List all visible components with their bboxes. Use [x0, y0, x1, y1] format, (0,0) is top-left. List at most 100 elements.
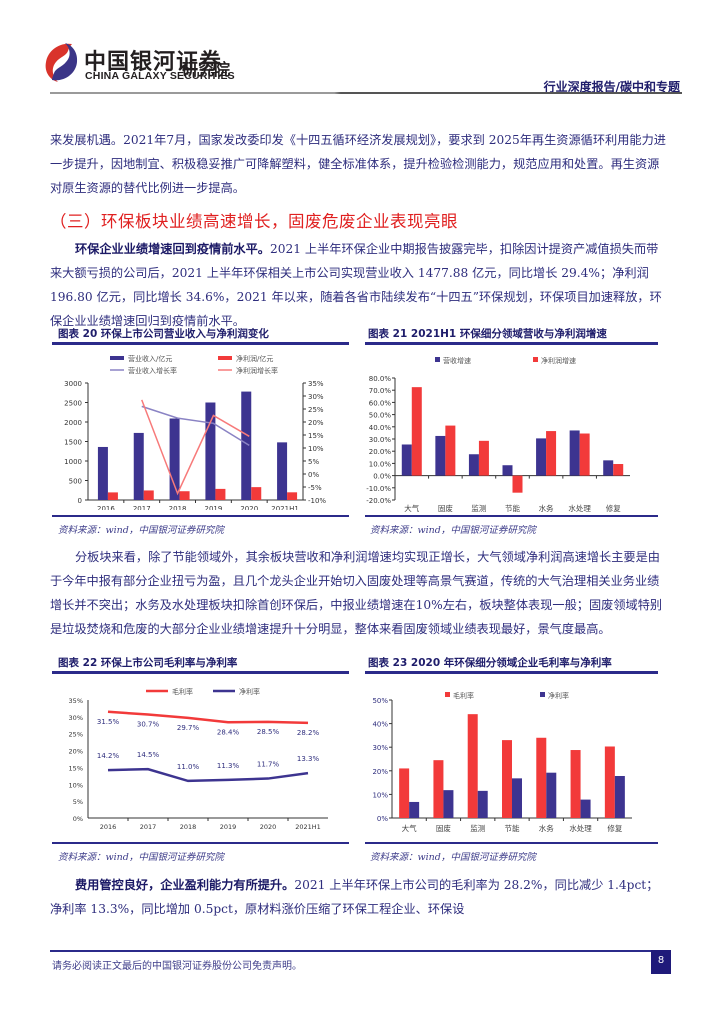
svg-text:1500: 1500 [64, 439, 82, 447]
svg-text:20%: 20% [69, 748, 83, 756]
svg-text:0.0%: 0.0% [373, 473, 391, 481]
svg-text:毛利率: 毛利率 [453, 691, 474, 700]
logo-chinese: 中国银河证券 [84, 50, 223, 75]
svg-text:水处理: 水处理 [569, 823, 592, 833]
svg-text:-10%: -10% [308, 497, 326, 505]
chart-revenue-profit: 营业收入/亿元 净利润/亿元 营业收入增长率 净利润增长率 0 500 1000 1500 20… [50, 345, 350, 510]
svg-text:2500: 2500 [64, 400, 82, 408]
svg-text:-20.0%: -20.0% [366, 497, 391, 505]
svg-text:10%: 10% [308, 445, 324, 453]
paragraph-segments: 分板块来看，除了节能领域外，其余板块营收和净利润增速均实现正增长，大气领域净利润… [50, 550, 663, 636]
svg-text:大气: 大气 [404, 503, 419, 513]
chart-segment-margins: 毛利率 净利率 0% 10% 20% 30% 40% 50% 大气 固废 监测 节能 水务 水处理 修复 [360, 680, 660, 840]
svg-text:31.5%: 31.5% [97, 718, 120, 726]
svg-text:40.0%: 40.0% [369, 424, 392, 432]
svg-text:40%: 40% [372, 721, 388, 729]
svg-text:3000: 3000 [64, 380, 82, 388]
svg-text:2021H1: 2021H1 [295, 823, 321, 831]
svg-text:20%: 20% [308, 419, 324, 427]
svg-text:30%: 30% [308, 393, 324, 401]
svg-text:2019: 2019 [220, 823, 237, 831]
svg-text:2020: 2020 [240, 505, 258, 510]
svg-text:35%: 35% [69, 697, 83, 705]
logo-institute: 研究院 [182, 60, 231, 79]
svg-text:35%: 35% [308, 380, 324, 388]
svg-text:0%: 0% [308, 471, 319, 479]
svg-text:大气: 大气 [402, 823, 417, 833]
svg-text:30%: 30% [69, 714, 83, 722]
figure-22-source: 资料来源：wind，中国银河证券研究院 [58, 852, 224, 863]
figure-23-top-rule [365, 671, 658, 674]
disclaimer-notice: 请务必阅读正文最后的中国银河证券股份公司免责声明。 [52, 961, 302, 972]
svg-text:30.7%: 30.7% [137, 720, 160, 728]
svg-text:2000: 2000 [64, 419, 82, 427]
svg-text:2016: 2016 [100, 823, 117, 831]
svg-text:5%: 5% [73, 798, 83, 806]
figure-21-source: 资料来源：wind，中国银河证券研究院 [370, 525, 536, 536]
svg-text:-5%: -5% [308, 484, 322, 492]
svg-text:10%: 10% [69, 781, 83, 789]
paragraph-body: 2021 上半年环保企业中期报告披露完毕，扣除因计提资产减值损失而带来大额亏损的… [50, 242, 662, 328]
svg-text:11.3%: 11.3% [217, 762, 240, 770]
svg-text:500: 500 [69, 478, 82, 486]
svg-text:毛利率: 毛利率 [172, 687, 193, 696]
paragraph-intro: 来发展机遇。2021年7月，国家发改委印发《十四五循环经济发展规划》，要求到 2… [50, 133, 666, 195]
svg-text:25%: 25% [69, 731, 83, 739]
svg-text:节能: 节能 [505, 503, 520, 513]
svg-text:28.5%: 28.5% [257, 728, 280, 736]
logo-english: CHINA GALAXY SECURITIES [85, 70, 235, 82]
svg-text:-10.0%: -10.0% [366, 485, 391, 493]
svg-text:净利率: 净利率 [239, 687, 260, 696]
svg-text:29.7%: 29.7% [177, 724, 200, 732]
figure-21-title: 图表 21 2021H1 环保细分领域营收与净利润增速 [368, 328, 607, 340]
svg-text:节能: 节能 [505, 823, 520, 833]
figure-20-bottom-rule [52, 515, 349, 517]
figure-20-source: 资料来源：wind，中国银河证券研究院 [58, 525, 224, 536]
svg-text:0%: 0% [73, 815, 83, 823]
figure-23-bottom-rule [365, 842, 658, 844]
svg-text:监测: 监测 [470, 823, 485, 833]
svg-text:0: 0 [78, 497, 82, 505]
svg-text:14.2%: 14.2% [97, 752, 120, 760]
svg-text:30%: 30% [372, 744, 388, 752]
figure-20-top-rule [52, 342, 349, 345]
svg-text:修复: 修复 [607, 823, 622, 833]
svg-text:50.0%: 50.0% [369, 412, 392, 420]
svg-text:14.5%: 14.5% [137, 751, 160, 759]
svg-text:固废: 固废 [436, 823, 451, 833]
header-divider [50, 92, 682, 94]
svg-text:净利润增长率: 净利润增长率 [236, 366, 278, 375]
svg-text:0%: 0% [377, 815, 388, 823]
figure-21-top-rule [365, 342, 658, 345]
figure-20-title: 图表 20 环保上市公司营业收入与净利润变化 [58, 328, 269, 340]
galaxy-logo-icon [45, 43, 78, 82]
figure-23-title: 图表 23 2020 年环保细分领域企业毛利率与净利率 [368, 657, 612, 669]
svg-text:2019: 2019 [205, 505, 223, 510]
svg-text:净利率: 净利率 [548, 691, 569, 700]
svg-text:28.2%: 28.2% [297, 729, 320, 737]
paragraph-margins: 费用管控良好，企业盈利能力有所提升。2021 上半年环保上市公司的毛利率为 28… [50, 873, 670, 921]
chart-margins: 毛利率 净利率 0% 5% 10% 15% 20% 25% 30% 35% 2016 2017 2018… [50, 680, 350, 840]
svg-text:净利润增速: 净利润增速 [541, 356, 576, 365]
paragraph-performance: 环保企业业绩增速回到疫情前水平。2021 上半年环保企业中期报告披露完毕，扣除因… [50, 237, 670, 333]
svg-text:营业收入增长率: 营业收入增长率 [128, 366, 177, 375]
svg-text:80.0%: 80.0% [369, 375, 392, 383]
svg-text:水处理: 水处理 [568, 503, 591, 513]
page-number: 8 [651, 950, 671, 974]
svg-text:水务: 水务 [539, 503, 554, 513]
section-title: （三）环保板块业绩高速增长，固废危废企业表现亮眼 [50, 212, 458, 231]
report-tag: 行业深度报告/碳中和专题 [543, 80, 680, 94]
svg-text:2018: 2018 [169, 505, 187, 510]
figure-22-title: 图表 22 环保上市公司毛利率与净利率 [58, 657, 238, 669]
svg-text:25%: 25% [308, 406, 324, 414]
footer-divider [50, 950, 662, 952]
paragraph-body: 2021 上半年环保上市公司的毛利率为 28.2%，同比减少 1.4pct；净利… [50, 878, 659, 916]
svg-text:15%: 15% [69, 764, 83, 772]
svg-text:修复: 修复 [606, 503, 622, 513]
svg-text:监测: 监测 [471, 503, 486, 513]
paragraph-lead: 环保企业业绩增速回到疫情前水平。 [75, 242, 270, 256]
svg-text:13.3%: 13.3% [297, 755, 320, 763]
svg-text:11.0%: 11.0% [177, 763, 200, 771]
page-header: 中国银河证券 CHINA GALAXY SECURITIES 研究院 行业深度报… [0, 0, 724, 95]
